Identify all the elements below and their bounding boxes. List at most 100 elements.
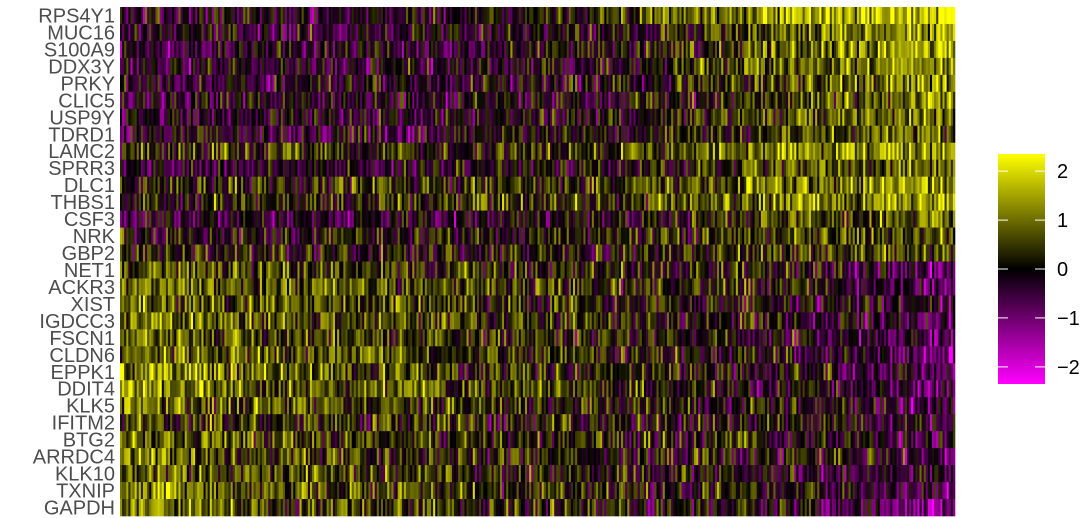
heatmap-cell bbox=[216, 109, 218, 126]
heatmap-cell bbox=[702, 58, 704, 75]
heatmap-cell bbox=[441, 211, 443, 228]
heatmap-cell bbox=[149, 7, 151, 24]
heatmap-cell bbox=[631, 92, 633, 109]
heatmap-cell bbox=[679, 177, 681, 194]
heatmap-cell bbox=[909, 109, 911, 126]
heatmap-cell bbox=[494, 143, 496, 160]
heatmap-cell bbox=[629, 58, 631, 75]
heatmap-cell bbox=[535, 194, 537, 211]
heatmap-cell bbox=[815, 160, 817, 177]
heatmap-cell bbox=[429, 24, 431, 41]
heatmap-cell bbox=[736, 41, 738, 58]
heatmap-cell bbox=[842, 92, 844, 109]
heatmap-cell bbox=[836, 92, 838, 109]
heatmap-cell bbox=[419, 92, 421, 109]
heatmap-cell bbox=[828, 126, 830, 143]
heatmap-cell bbox=[498, 177, 500, 194]
heatmap-cell bbox=[260, 143, 262, 160]
heatmap-cell bbox=[212, 24, 214, 41]
heatmap-cell bbox=[494, 75, 496, 92]
heatmap-cell bbox=[832, 24, 834, 41]
heatmap-cell bbox=[836, 24, 838, 41]
heatmap-cell bbox=[538, 7, 540, 24]
heatmap-cell bbox=[295, 211, 297, 228]
heatmap-cell bbox=[903, 143, 905, 160]
heatmap-cell bbox=[139, 160, 141, 177]
heatmap-cell bbox=[880, 143, 882, 160]
heatmap-cell bbox=[688, 92, 690, 109]
heatmap-cell bbox=[669, 7, 671, 24]
heatmap-cell bbox=[458, 194, 460, 211]
heatmap-cell bbox=[538, 143, 540, 160]
heatmap-cell bbox=[648, 58, 650, 75]
heatmap-cell bbox=[456, 75, 458, 92]
heatmap-cell bbox=[168, 143, 170, 160]
heatmap-cell bbox=[216, 24, 218, 41]
heatmap-cell bbox=[187, 41, 189, 58]
heatmap-cell bbox=[291, 92, 293, 109]
heatmap-cell bbox=[940, 143, 942, 160]
heatmap-cell bbox=[579, 126, 581, 143]
heatmap-cell bbox=[878, 7, 880, 24]
heatmap-cell bbox=[652, 41, 654, 58]
heatmap-cell bbox=[408, 177, 410, 194]
heatmap-cell bbox=[581, 41, 583, 58]
heatmap-cell bbox=[738, 75, 740, 92]
heatmap-cell bbox=[606, 75, 608, 92]
heatmap-cell bbox=[293, 143, 295, 160]
heatmap-cell bbox=[924, 24, 926, 41]
heatmap-cell bbox=[191, 75, 193, 92]
heatmap-cell bbox=[707, 143, 709, 160]
heatmap-cell bbox=[552, 126, 554, 143]
heatmap-cell bbox=[953, 24, 955, 41]
heatmap-cell bbox=[819, 194, 821, 211]
heatmap-cell bbox=[535, 92, 537, 109]
heatmap-cell bbox=[844, 75, 846, 92]
heatmap-cell bbox=[575, 92, 577, 109]
heatmap-cell bbox=[813, 109, 815, 126]
heatmap-cell bbox=[143, 211, 145, 228]
heatmap-cell bbox=[218, 75, 220, 92]
heatmap-cell bbox=[700, 24, 702, 41]
heatmap-cell bbox=[897, 126, 899, 143]
heatmap-cell bbox=[362, 211, 364, 228]
heatmap-cell bbox=[181, 7, 183, 24]
heatmap-cell bbox=[581, 92, 583, 109]
heatmap-cell bbox=[153, 177, 155, 194]
heatmap-cell bbox=[583, 126, 585, 143]
heatmap-cell bbox=[153, 75, 155, 92]
heatmap-cell bbox=[402, 160, 404, 177]
heatmap-cell bbox=[742, 177, 744, 194]
heatmap-cell bbox=[894, 143, 896, 160]
heatmap-cell bbox=[462, 7, 464, 24]
heatmap-cell bbox=[592, 177, 594, 194]
heatmap-cell bbox=[197, 160, 199, 177]
heatmap-cell bbox=[650, 92, 652, 109]
heatmap-cell bbox=[732, 92, 734, 109]
heatmap-cell bbox=[611, 109, 613, 126]
heatmap-cell bbox=[560, 92, 562, 109]
heatmap-cell bbox=[631, 7, 633, 24]
heatmap-cell bbox=[423, 109, 425, 126]
heatmap-cell bbox=[377, 143, 379, 160]
heatmap-cell bbox=[316, 58, 318, 75]
heatmap-cell bbox=[573, 143, 575, 160]
heatmap-cell bbox=[306, 126, 308, 143]
heatmap-cell bbox=[187, 177, 189, 194]
heatmap-cell bbox=[763, 75, 765, 92]
heatmap-cell bbox=[277, 7, 279, 24]
heatmap-cell bbox=[577, 109, 579, 126]
heatmap-cell bbox=[181, 194, 183, 211]
heatmap-cell bbox=[761, 75, 763, 92]
heatmap-cell bbox=[172, 41, 174, 58]
heatmap-cell bbox=[398, 177, 400, 194]
heatmap-cell bbox=[210, 194, 212, 211]
heatmap-cell bbox=[650, 109, 652, 126]
heatmap-cell bbox=[245, 194, 247, 211]
heatmap-cell bbox=[164, 109, 166, 126]
heatmap-cell bbox=[684, 92, 686, 109]
heatmap-cell bbox=[172, 194, 174, 211]
heatmap-cell bbox=[153, 7, 155, 24]
heatmap-cell bbox=[778, 194, 780, 211]
heatmap-cell bbox=[696, 143, 698, 160]
